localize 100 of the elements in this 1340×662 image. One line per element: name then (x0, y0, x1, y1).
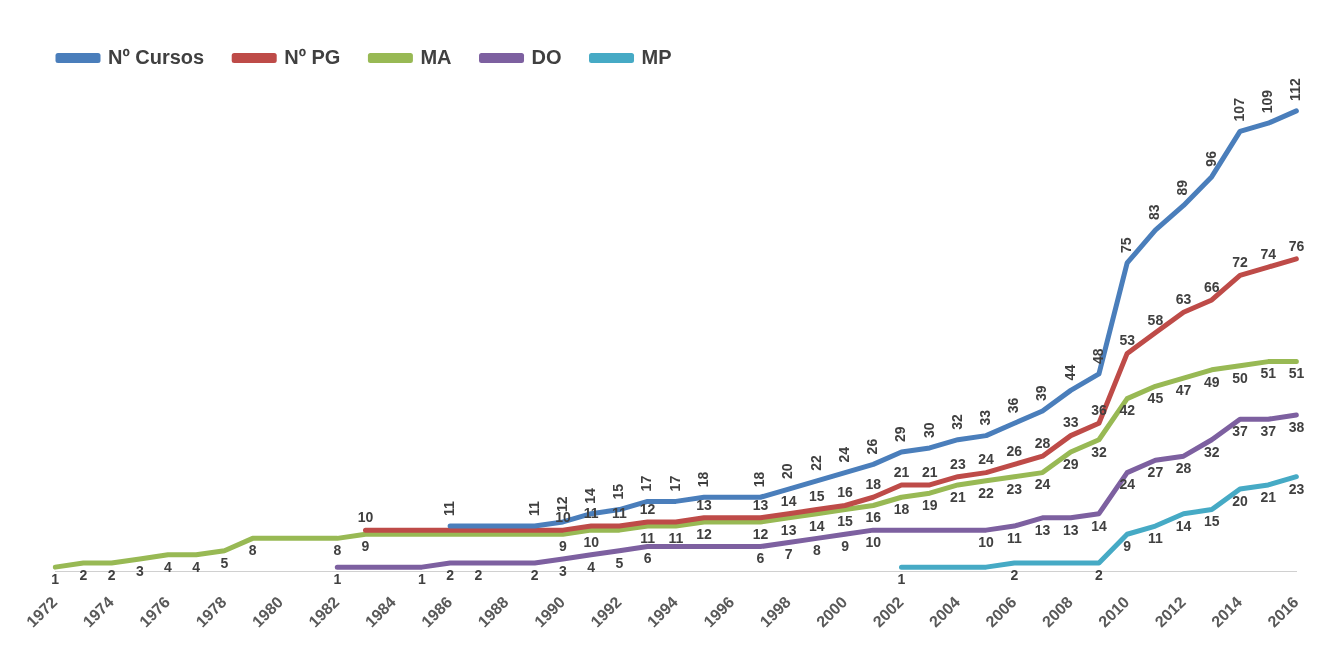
data-label: 30 (920, 422, 937, 438)
data-label: 10 (865, 534, 882, 551)
data-label: 24 (1034, 476, 1051, 493)
data-label: 23 (1006, 480, 1023, 497)
data-label: 22 (807, 455, 824, 471)
data-label: 1 (418, 571, 426, 587)
data-label: 18 (865, 476, 882, 493)
data-label: 15 (809, 488, 825, 505)
data-label: 14 (780, 492, 797, 509)
data-label: 9 (559, 538, 568, 555)
data-label: 26 (1006, 443, 1023, 460)
data-label: 37 (1232, 423, 1248, 440)
data-label: 15 (837, 513, 854, 530)
data-label: 37 (1260, 423, 1277, 440)
data-label: 11 (640, 529, 656, 546)
data-label: 66 (1204, 278, 1220, 295)
data-label: 14 (1175, 517, 1192, 534)
data-label: 1 (51, 571, 60, 587)
data-label: 9 (361, 538, 370, 555)
data-label: 20 (1232, 492, 1248, 509)
data-label: 21 (950, 488, 966, 505)
data-label: 33 (976, 409, 993, 426)
data-label: 16 (865, 509, 882, 526)
data-label: 107 (1230, 97, 1247, 122)
data-label: 32 (1091, 443, 1107, 460)
data-label: 13 (1062, 521, 1079, 538)
data-label: 39 (1033, 385, 1050, 401)
data-label: 21 (893, 463, 910, 480)
legend-label: MA (420, 45, 452, 68)
data-label: 2 (107, 566, 116, 583)
data-label: 51 (1288, 365, 1305, 382)
data-label: 5 (220, 554, 229, 571)
data-label: 11 (1147, 529, 1163, 546)
data-label: 3 (559, 562, 568, 579)
data-label: 10 (583, 534, 600, 551)
data-label: 9 (841, 538, 850, 555)
data-label: 23 (1288, 480, 1305, 497)
data-label: 11 (668, 529, 684, 546)
data-label: 51 (1260, 365, 1277, 382)
data-label: 2 (1010, 566, 1019, 583)
legend-label: MP (641, 45, 672, 68)
data-label: 36 (1005, 397, 1022, 414)
data-label: 38 (1288, 418, 1305, 435)
data-label: 28 (1175, 460, 1192, 477)
data-label: 14 (1091, 517, 1107, 534)
data-label: 2 (474, 566, 483, 583)
data-label: 76 (1288, 237, 1305, 254)
legend-label: DO (531, 45, 562, 68)
data-label: 14 (809, 517, 825, 534)
data-label: 10 (357, 509, 374, 526)
data-label: 2 (530, 566, 539, 583)
data-label: 16 (837, 484, 854, 501)
data-label: 89 (1174, 179, 1191, 196)
data-label: 21 (1260, 488, 1277, 505)
data-label: 74 (1260, 245, 1277, 262)
data-label: 5 (615, 554, 624, 571)
data-label: 48 (1089, 348, 1106, 364)
legend-label: Nº Cursos (108, 45, 205, 68)
data-label: 13 (752, 496, 769, 513)
data-label: 15 (1204, 513, 1220, 530)
data-label: 3 (135, 562, 144, 579)
data-label: 45 (1147, 390, 1164, 407)
data-label: 13 (780, 521, 797, 538)
data-label: 53 (1119, 332, 1136, 349)
data-label: 12 (639, 500, 656, 517)
data-label: 27 (1147, 464, 1164, 481)
data-label: 112 (1287, 78, 1304, 101)
data-label: 63 (1175, 291, 1192, 308)
data-label: 15 (610, 483, 627, 500)
data-label: 109 (1259, 89, 1276, 114)
data-label: 13 (1034, 521, 1051, 538)
data-label: 18 (751, 471, 768, 488)
data-label: 96 (1202, 150, 1219, 167)
data-label: 1 (897, 571, 906, 587)
data-label: 26 (864, 438, 881, 455)
data-label: 2 (79, 566, 88, 583)
data-label: 9 (1123, 538, 1132, 555)
data-label: 4 (192, 558, 201, 575)
data-label: 32 (948, 413, 965, 430)
data-label: 6 (756, 550, 765, 567)
data-label: 18 (893, 501, 910, 518)
data-label: 7 (784, 546, 793, 563)
data-label: 13 (696, 496, 712, 513)
data-label: 42 (1119, 402, 1136, 419)
data-label: 8 (333, 542, 342, 559)
data-label: 49 (1204, 373, 1220, 390)
data-label: 19 (921, 497, 938, 514)
data-label: 12 (696, 525, 712, 542)
data-label: 28 (1034, 435, 1051, 452)
data-label: 11 (525, 501, 542, 517)
data-label: 23 (950, 455, 966, 472)
data-label: 17 (638, 475, 655, 492)
data-label: 11 (440, 501, 457, 517)
data-label: 21 (921, 463, 938, 480)
data-label: 58 (1147, 311, 1164, 328)
data-label: 29 (1062, 455, 1079, 472)
data-label: 33 (1062, 414, 1079, 431)
data-label: 6 (643, 550, 652, 567)
data-label: 22 (978, 484, 995, 501)
data-label: 20 (779, 463, 796, 480)
